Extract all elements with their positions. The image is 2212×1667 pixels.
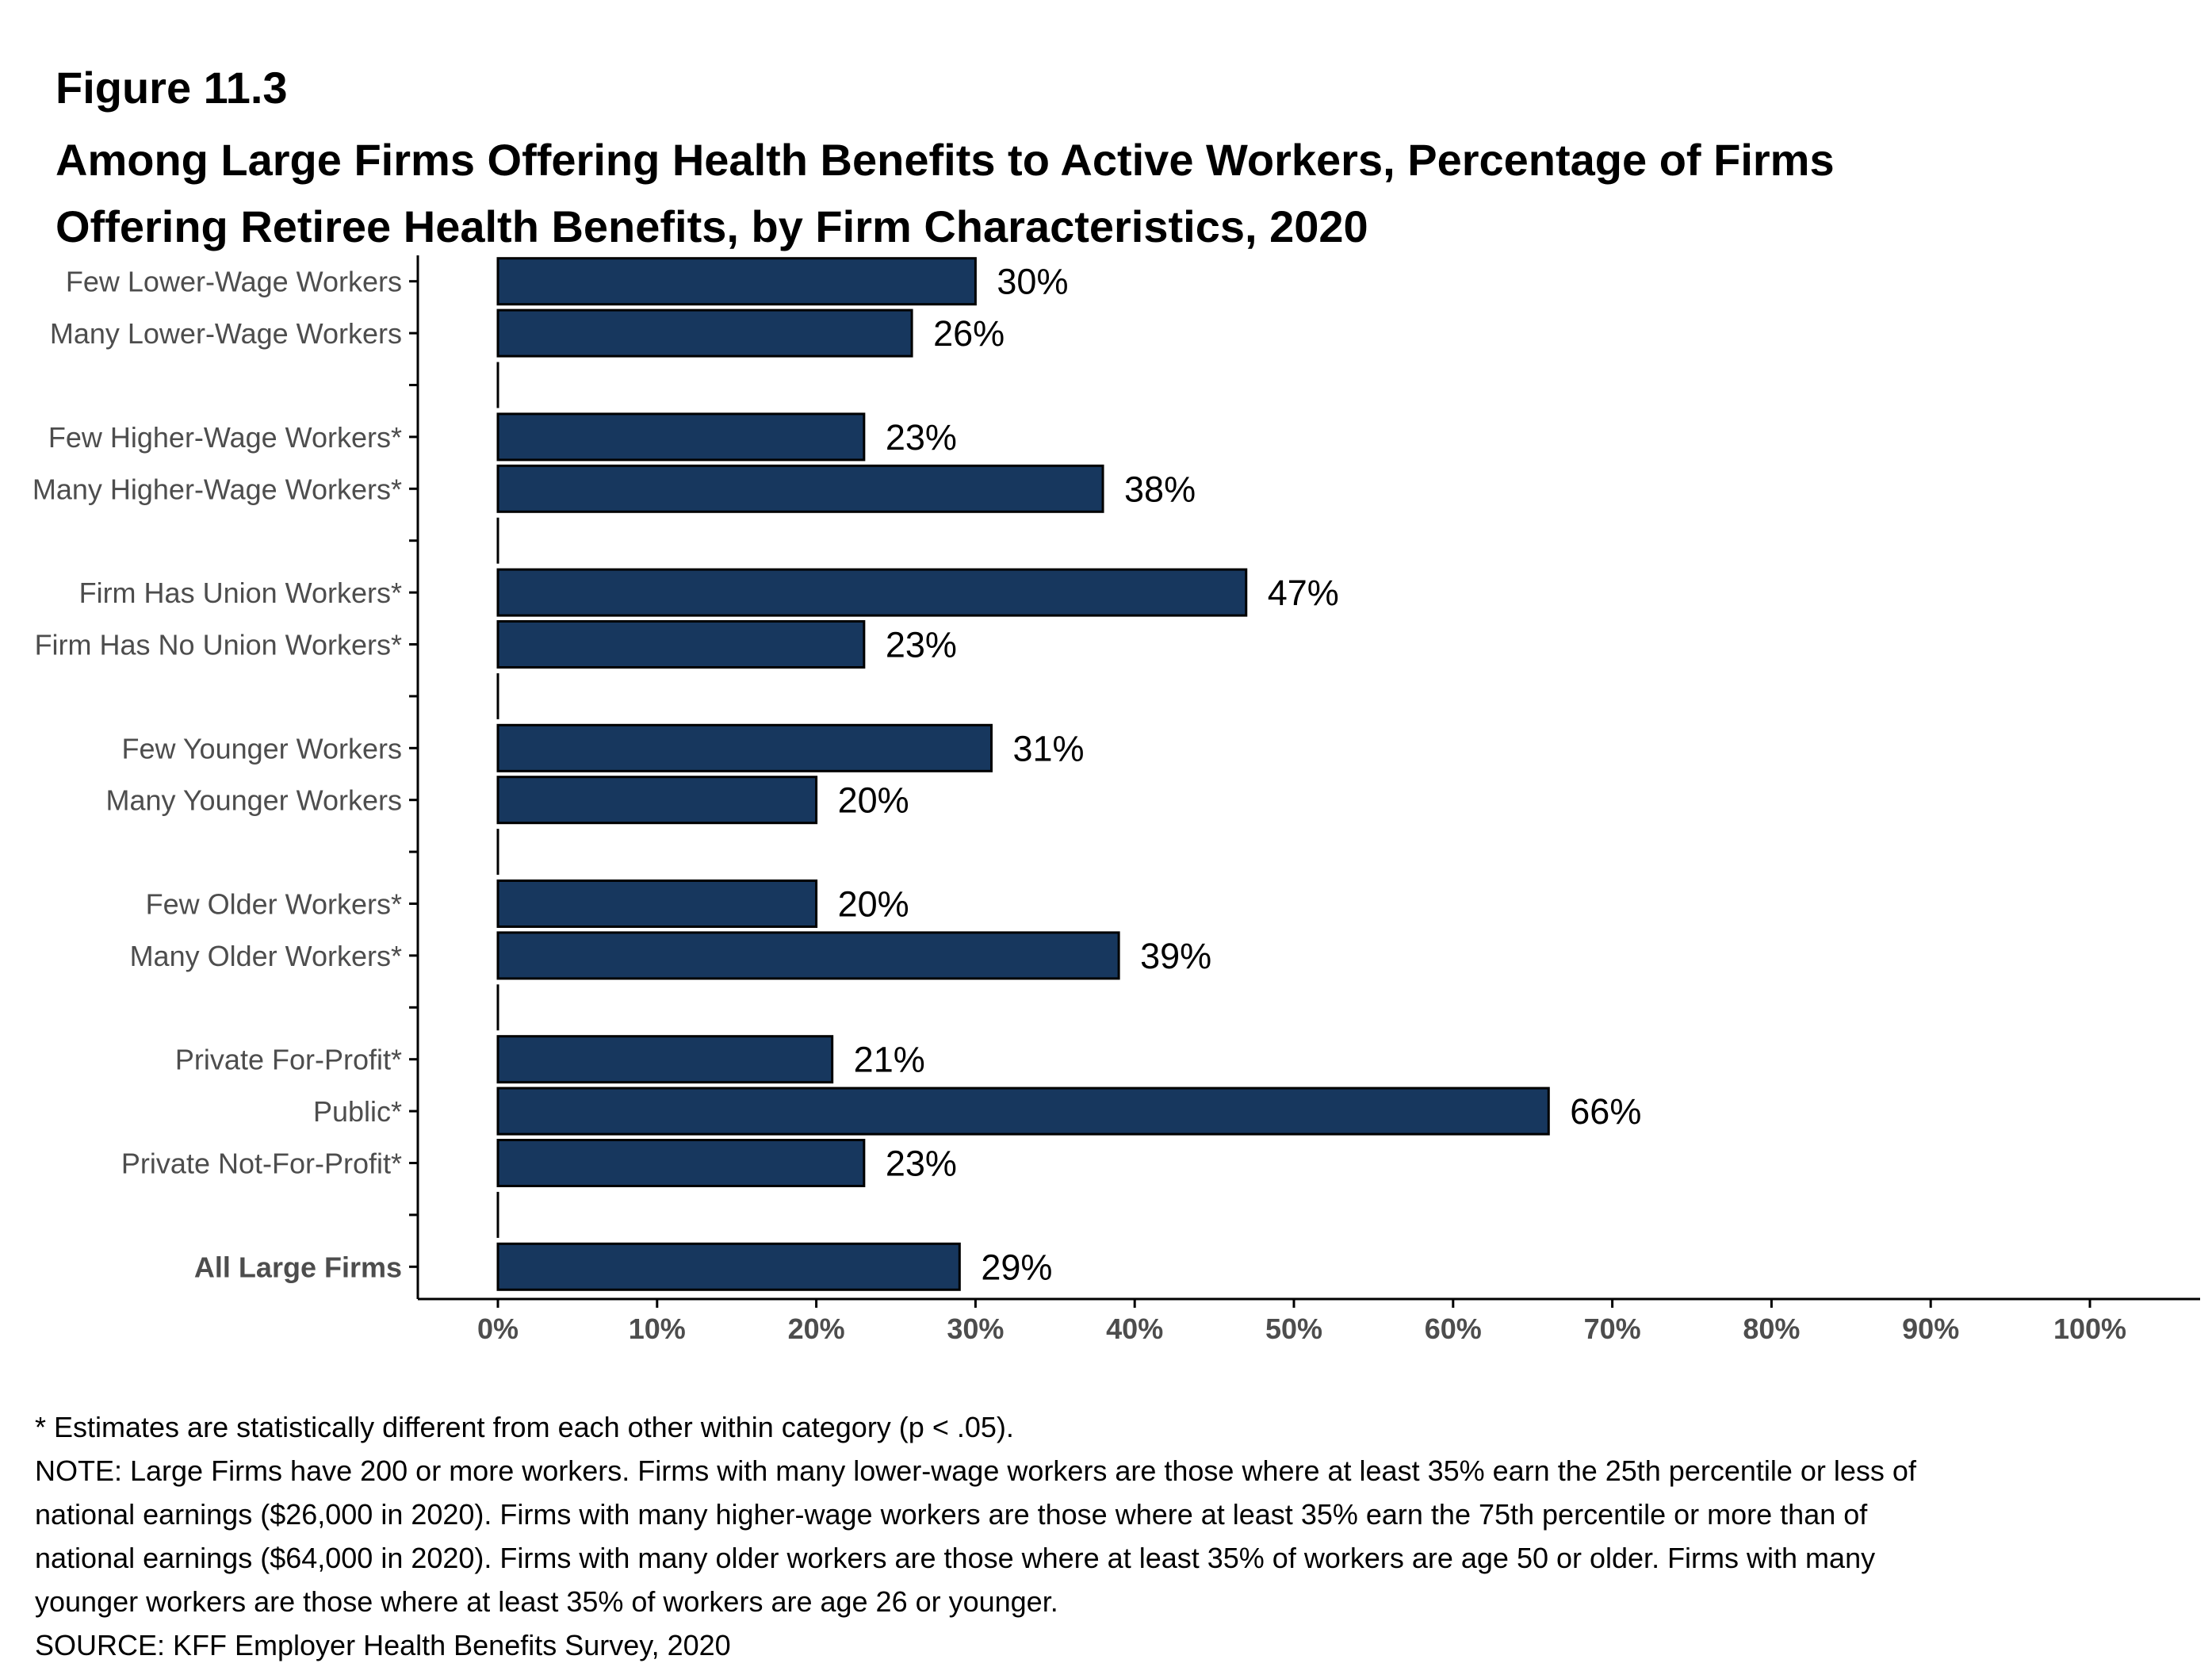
significance-note: * Estimates are statistically different …	[35, 1411, 1014, 1443]
x-tick-label: 0%	[477, 1313, 519, 1345]
bar	[496, 568, 1248, 617]
x-tick-label: 80%	[1743, 1313, 1800, 1345]
data-label: 47%	[1268, 573, 1339, 613]
bar	[496, 931, 1120, 980]
data-label: 23%	[886, 417, 957, 458]
note-line: NOTE: Large Firms have 200 or more worke…	[35, 1454, 1916, 1487]
bar	[496, 464, 1104, 513]
y-tick-label: Few Higher-Wage Workers*	[48, 421, 402, 454]
x-tick-label: 20%	[788, 1313, 845, 1345]
data-label: 30%	[997, 262, 1068, 302]
figure-title: Among Large Firms Offering Health Benefi…	[55, 127, 2117, 260]
y-tick-label: Few Older Workers*	[146, 888, 402, 921]
y-tick-label: Few Younger Workers	[121, 732, 402, 765]
y-tick-label: Many Older Workers*	[130, 940, 402, 972]
data-label: 20%	[838, 884, 909, 925]
figure-title-line2: Offering Retiree Health Benefits, by Fir…	[55, 201, 1368, 251]
y-tick-label: Few Lower-Wage Workers	[66, 266, 402, 298]
bar	[496, 776, 818, 825]
x-tick-label: 70%	[1584, 1313, 1641, 1345]
y-tick-label: Public*	[313, 1095, 402, 1128]
y-tick-label: Many Higher-Wage Workers*	[33, 473, 402, 505]
bar	[496, 1035, 834, 1084]
x-tick-label: 50%	[1265, 1313, 1322, 1345]
bar	[496, 308, 913, 358]
bar	[496, 257, 977, 306]
bar	[496, 879, 818, 928]
bar-chart: Few Lower-Wage Workers 30% Many Lower-Wage…	[33, 255, 2200, 1345]
x-tick-label: 100%	[2053, 1313, 2126, 1345]
x-tick-label: 90%	[1902, 1313, 1959, 1345]
source-note: SOURCE: KFF Employer Health Benefits Sur…	[35, 1629, 731, 1661]
y-tick-label: Private For-Profit*	[175, 1044, 402, 1076]
x-tick-label: 30%	[947, 1313, 1004, 1345]
data-label: 23%	[886, 625, 957, 665]
note-line: younger workers are those where at least…	[35, 1585, 1058, 1618]
data-label: 66%	[1570, 1091, 1641, 1132]
x-tick-label: 60%	[1425, 1313, 1482, 1345]
data-label: 20%	[838, 780, 909, 821]
figure-notes: * Estimates are statistically different …	[35, 1405, 2176, 1667]
data-label: 23%	[886, 1144, 957, 1184]
data-label: 39%	[1140, 936, 1211, 976]
y-tick-label: All Large Firms	[194, 1251, 402, 1283]
note-line: national earnings ($64,000 in 2020). Fir…	[35, 1542, 1876, 1574]
bar	[496, 412, 866, 462]
data-label: 26%	[933, 313, 1005, 354]
bar	[496, 1086, 1550, 1136]
data-label: 38%	[1124, 469, 1196, 509]
y-tick-label: Private Not-For-Profit*	[121, 1148, 402, 1180]
note-line: national earnings ($26,000 in 2020). Fir…	[35, 1498, 1868, 1531]
bar	[496, 1139, 866, 1187]
y-tick-label: Firm Has Union Workers*	[79, 577, 402, 609]
y-tick-label: Many Lower-Wage Workers	[50, 317, 402, 350]
x-tick-label: 40%	[1106, 1313, 1163, 1345]
data-label: 31%	[1012, 728, 1084, 768]
bar	[496, 723, 993, 772]
bar	[496, 1242, 961, 1291]
bar	[496, 620, 866, 669]
data-label: 21%	[854, 1040, 925, 1080]
figure-title-line1: Among Large Firms Offering Health Benefi…	[55, 135, 1835, 185]
data-label: 29%	[981, 1247, 1052, 1287]
y-tick-label: Many Younger Workers	[105, 784, 402, 817]
x-tick-label: 10%	[629, 1313, 686, 1345]
figure-label: Figure 11.3	[55, 63, 288, 113]
y-tick-label: Firm Has No Union Workers*	[35, 629, 402, 661]
